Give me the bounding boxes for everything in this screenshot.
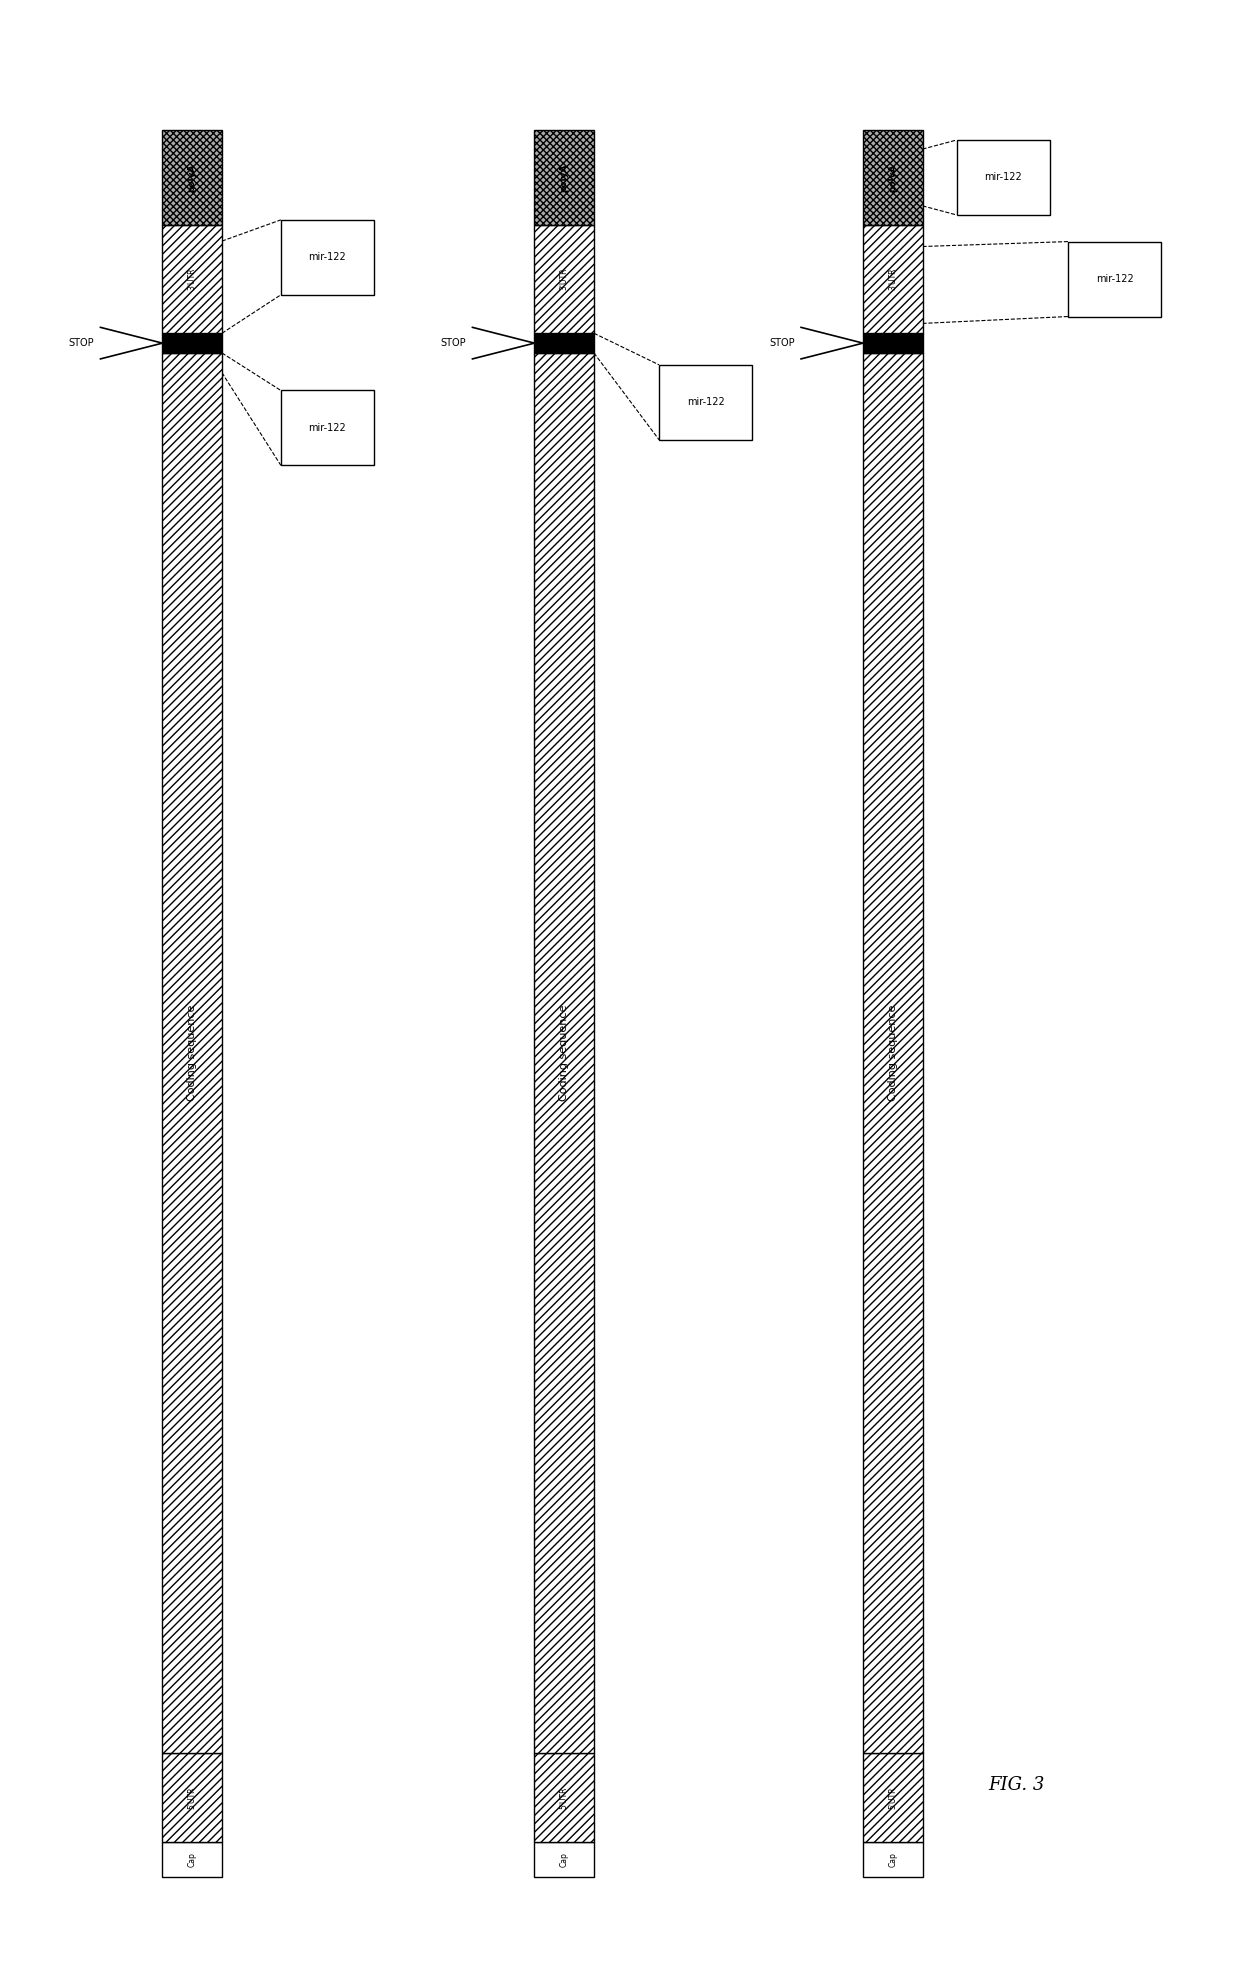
Text: STOP: STOP: [440, 337, 466, 349]
Text: 3'UTR: 3'UTR: [888, 268, 898, 290]
Bar: [162, 1842, 222, 1877]
Text: Coding sequence: Coding sequence: [888, 1006, 898, 1100]
Bar: [534, 1753, 594, 1842]
Bar: [863, 1842, 923, 1877]
Bar: [162, 353, 222, 1753]
Bar: [534, 1842, 594, 1877]
Bar: [280, 390, 374, 465]
Text: Coding sequence: Coding sequence: [559, 1006, 569, 1100]
Text: polyA: polyA: [187, 164, 197, 191]
Bar: [162, 333, 222, 353]
Bar: [534, 353, 594, 1753]
Bar: [957, 140, 1049, 215]
Text: Coding sequence: Coding sequence: [187, 1006, 197, 1100]
Bar: [162, 130, 222, 225]
Text: 5'UTR: 5'UTR: [888, 1787, 898, 1808]
Text: mir-122: mir-122: [1096, 274, 1133, 284]
Text: polyA: polyA: [559, 164, 569, 191]
Bar: [280, 219, 374, 296]
Text: mir-122: mir-122: [309, 422, 346, 434]
Bar: [534, 225, 594, 333]
Text: Cap: Cap: [888, 1852, 898, 1867]
Text: Cap: Cap: [559, 1852, 569, 1867]
Text: 5'UTR: 5'UTR: [559, 1787, 569, 1808]
Text: mir-122: mir-122: [687, 396, 724, 408]
Bar: [534, 130, 594, 225]
Bar: [534, 333, 594, 353]
Bar: [863, 353, 923, 1753]
Text: 3'UTR: 3'UTR: [187, 268, 197, 290]
Text: STOP: STOP: [769, 337, 795, 349]
Text: FIG. 3: FIG. 3: [988, 1775, 1045, 1795]
Bar: [863, 1753, 923, 1842]
Bar: [162, 1753, 222, 1842]
Text: 3'UTR: 3'UTR: [559, 268, 569, 290]
Text: 5'UTR: 5'UTR: [187, 1787, 197, 1808]
Bar: [863, 333, 923, 353]
Text: mir-122: mir-122: [985, 172, 1022, 183]
Bar: [863, 130, 923, 225]
Text: Cap: Cap: [187, 1852, 197, 1867]
Text: STOP: STOP: [68, 337, 94, 349]
Text: polyA: polyA: [888, 164, 898, 191]
Text: mir-122: mir-122: [309, 252, 346, 262]
Bar: [660, 365, 751, 440]
Bar: [1069, 241, 1161, 317]
Bar: [162, 225, 222, 333]
Bar: [863, 225, 923, 333]
